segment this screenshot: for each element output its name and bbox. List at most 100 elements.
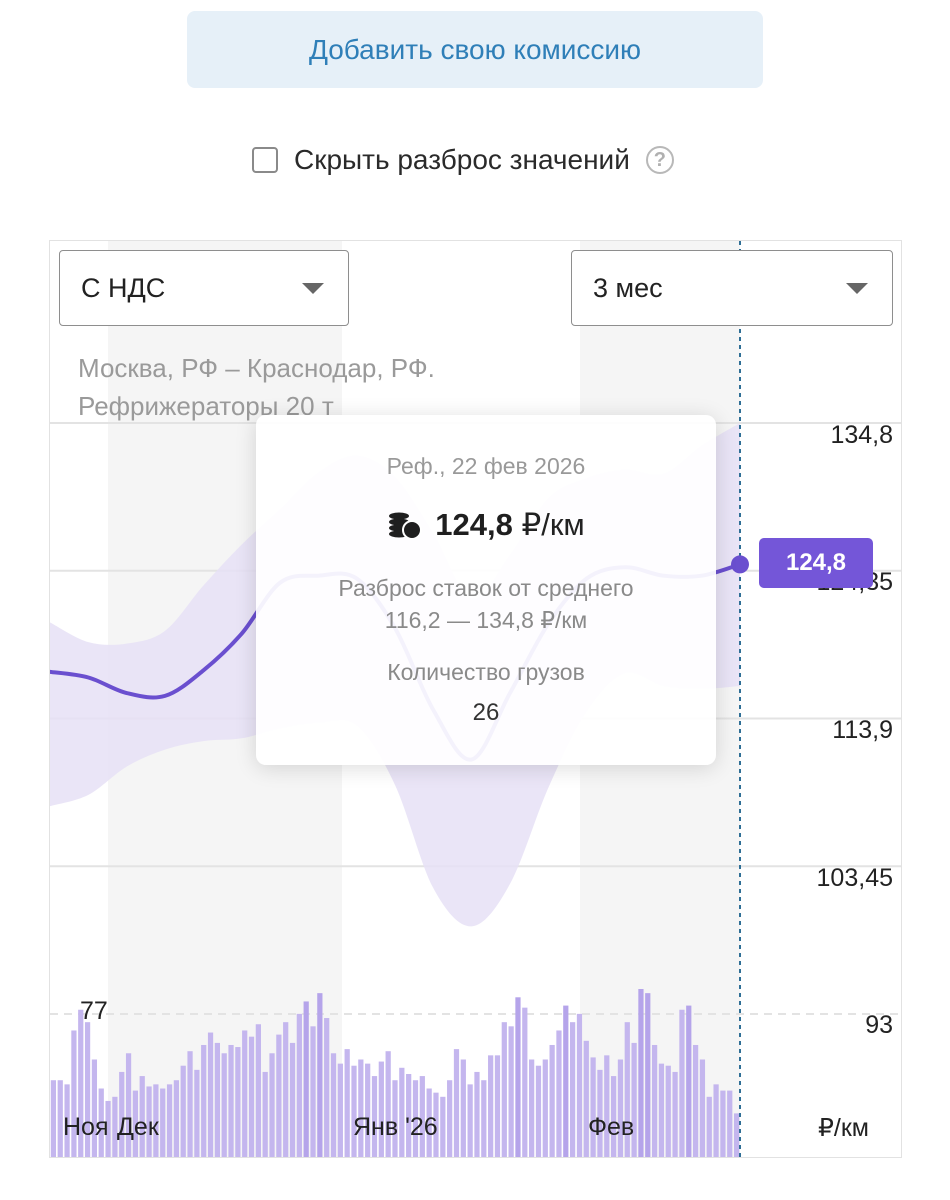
- volume-bar: [501, 1022, 507, 1157]
- volume-bar: [713, 1084, 719, 1157]
- volume-bar: [638, 989, 644, 1157]
- volume-bar: [248, 1036, 255, 1157]
- volume-bar: [699, 1059, 706, 1157]
- volume-bar: [105, 1100, 111, 1157]
- volume-bar: [515, 997, 521, 1157]
- volume-bar: [542, 1059, 548, 1157]
- volume-bar: [631, 1042, 637, 1157]
- volume-bar: [610, 1076, 617, 1157]
- volume-bar: [385, 1051, 391, 1157]
- volume-bar: [187, 1051, 193, 1157]
- volume-bar: [153, 1084, 159, 1157]
- volume-bar: [71, 1030, 77, 1157]
- volume-bar: [84, 1022, 91, 1157]
- volume-bar: [289, 1042, 296, 1157]
- tooltip-spread: Разброс ставок от среднего 116,2 — 134,8…: [256, 572, 716, 636]
- hide-spread-label: Скрыть разброс значений: [294, 144, 630, 175]
- volume-bar: [604, 1055, 610, 1157]
- volume-bar: [570, 1022, 576, 1157]
- volume-bar: [269, 1053, 275, 1157]
- volume-bar: [358, 1059, 364, 1157]
- volume-bar: [324, 1018, 330, 1157]
- tooltip-spread-value: 116,2 — 134,8 ₽/км: [384, 607, 588, 633]
- volume-bar: [433, 1092, 439, 1157]
- volume-bar: [146, 1086, 152, 1157]
- volume-bar: [508, 1026, 514, 1157]
- volume-bar: [692, 1044, 699, 1157]
- tooltip-spread-label: Разброс ставок от среднего: [338, 575, 634, 601]
- volume-bar: [365, 1063, 371, 1157]
- tooltip-value-row: 124,8 ₽/км: [256, 507, 716, 543]
- volume-bar: [303, 1001, 309, 1157]
- volume-bar: [180, 1065, 186, 1157]
- volume-bar: [706, 1096, 712, 1157]
- volume-bar: [337, 1063, 343, 1157]
- volume-bar: [310, 1026, 316, 1157]
- volume-bar: [78, 1009, 84, 1157]
- add-commission-button[interactable]: Добавить свою комиссию: [187, 11, 763, 88]
- hide-spread-checkbox[interactable]: [252, 147, 278, 173]
- tooltip-value: 124,8: [435, 507, 513, 542]
- volume-bar: [576, 1013, 583, 1157]
- chart-tooltip: Реф., 22 фев 2026 124,8 ₽/км Разброс ста…: [256, 415, 716, 765]
- tooltip-date: Реф., 22 фев 2026: [386, 453, 586, 479]
- volume-bar: [351, 1065, 357, 1157]
- x-tick-label: Дек: [117, 1113, 159, 1141]
- x-tick-label: Фев: [588, 1113, 635, 1141]
- volume-bar: [549, 1044, 555, 1157]
- volume-bar: [651, 1044, 658, 1157]
- period-select[interactable]: 3 мес: [571, 250, 893, 326]
- tooltip-count-value: 26: [472, 699, 500, 726]
- y-tick-label: 103,45: [816, 864, 893, 892]
- volume-bar: [262, 1071, 268, 1157]
- volume-bar: [242, 1030, 248, 1157]
- volume-bar: [686, 1005, 692, 1157]
- vat-select-value: С НДС: [81, 272, 166, 303]
- volume-bar: [91, 1059, 98, 1157]
- volume-bar: [371, 1076, 378, 1157]
- volume-bar: [228, 1044, 234, 1157]
- volume-bar: [406, 1074, 412, 1157]
- volume-bar: [207, 1032, 214, 1157]
- volume-bar: [235, 1047, 241, 1157]
- volume-bar: [173, 1080, 180, 1157]
- volume-bar: [597, 1069, 603, 1157]
- volume-bar: [488, 1055, 494, 1157]
- volume-bar: [221, 1053, 227, 1157]
- volume-bar: [522, 1007, 528, 1157]
- volume-bar: [283, 1022, 289, 1157]
- volume-bar: [447, 1080, 453, 1157]
- volume-bar: [119, 1071, 125, 1157]
- volume-bar: [494, 1055, 501, 1157]
- volume-bar: [419, 1076, 425, 1157]
- volume-bar: [467, 1084, 473, 1157]
- y-tick-label: 113,9: [832, 716, 893, 744]
- volume-bar: [529, 1059, 535, 1157]
- current-point: [731, 555, 749, 574]
- chart-panel: С НДС 3 мес Москва, РФ – Краснодар, РФ. …: [49, 240, 902, 1158]
- chevron-down-icon: [302, 282, 324, 294]
- volume-bar: [617, 1059, 624, 1157]
- vat-select[interactable]: С НДС: [59, 250, 349, 326]
- volume-bar: [98, 1088, 104, 1157]
- volume-bar: [330, 1053, 337, 1157]
- volume-bar: [590, 1057, 596, 1157]
- bar-max-label: 77: [80, 997, 108, 1025]
- volume-bar: [392, 1080, 398, 1157]
- y-tick-label: 93: [865, 1011, 893, 1039]
- volume-bar: [276, 1034, 282, 1157]
- help-icon[interactable]: ?: [645, 146, 674, 174]
- volume-bar: [112, 1096, 118, 1157]
- volume-bar: [201, 1044, 207, 1157]
- hide-spread-row[interactable]: Скрыть разброс значений ?: [252, 138, 674, 182]
- volume-bar: [535, 1065, 542, 1157]
- y-tick-label: 134,8: [830, 421, 893, 449]
- current-value-badge: 124,8: [759, 538, 873, 588]
- volume-bar: [474, 1071, 480, 1157]
- route-line: Москва, РФ – Краснодар, РФ.: [78, 353, 435, 383]
- volume-bar: [139, 1076, 145, 1157]
- y-axis-unit: ₽/км: [818, 1114, 869, 1142]
- volume-bar: [453, 1049, 460, 1157]
- volume-bar: [64, 1084, 70, 1157]
- volume-bar: [460, 1059, 466, 1157]
